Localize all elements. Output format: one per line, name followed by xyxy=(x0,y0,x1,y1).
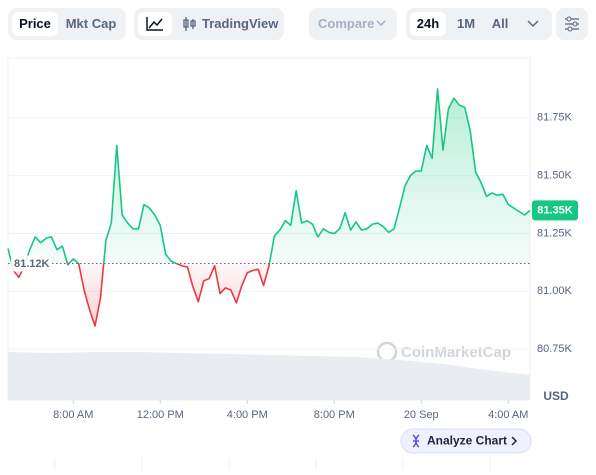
x-tick-label: 12:00 PM xyxy=(137,409,184,421)
x-tick-label: 8:00 AM xyxy=(53,409,93,421)
compare-button[interactable] xyxy=(309,8,397,40)
analyze-icon xyxy=(412,434,420,448)
tradingview-button[interactable]: TradingView xyxy=(202,16,279,31)
y-tick-label: 81.00K xyxy=(537,285,573,297)
y-tick-label: 80.75K xyxy=(537,343,573,355)
y-tick-label: 81.75K xyxy=(537,112,573,124)
chevron xyxy=(376,20,386,27)
range-chevron[interactable] xyxy=(527,20,539,28)
range[interactable]: 1M xyxy=(457,16,475,31)
x-tick-label: 8:00 PM xyxy=(314,409,355,421)
y-unit: USD xyxy=(543,389,569,403)
toolbar: Price Mkt Cap TradingView Compare 24h 1M… xyxy=(8,8,588,40)
last-price-badge xyxy=(532,200,578,221)
price-line xyxy=(7,88,531,327)
settings-knob xyxy=(567,26,573,32)
last-price-label: 81.35K xyxy=(537,205,573,217)
range-selected[interactable] xyxy=(410,12,446,36)
tab[interactable]: Price xyxy=(19,16,51,31)
tab-selected[interactable] xyxy=(12,12,58,36)
compare-label[interactable]: Compare xyxy=(318,16,374,31)
settings-knob xyxy=(572,21,578,27)
bottom-dividers xyxy=(54,458,491,470)
y-tick-label: 81.25K xyxy=(537,227,573,239)
range[interactable]: All xyxy=(492,16,509,31)
watermark: CoinMarketCap xyxy=(376,341,511,363)
baseline-label: 81.12K xyxy=(14,258,50,270)
range[interactable]: 24h xyxy=(417,16,439,31)
analyze-label[interactable]: Analyze Chart xyxy=(427,434,507,448)
analyze-chevron xyxy=(511,436,518,446)
line-icon xyxy=(146,17,163,31)
y-tick-label: 81.50K xyxy=(537,170,573,182)
baseline-label-bg xyxy=(11,255,51,272)
watermark-text: CoinMarketCap xyxy=(401,344,511,361)
analyze-button[interactable] xyxy=(400,428,532,454)
settings-knob xyxy=(566,16,572,22)
price-area xyxy=(8,88,530,326)
candle-icon xyxy=(183,17,196,31)
volume-area xyxy=(8,352,530,400)
x-tick-label: 4:00 AM xyxy=(488,409,528,421)
tab[interactable]: Mkt Cap xyxy=(66,16,117,31)
x-tick-label: 4:00 PM xyxy=(227,409,268,421)
x-tick-label: 20 Sep xyxy=(404,409,439,421)
watermark-logo xyxy=(376,341,398,363)
